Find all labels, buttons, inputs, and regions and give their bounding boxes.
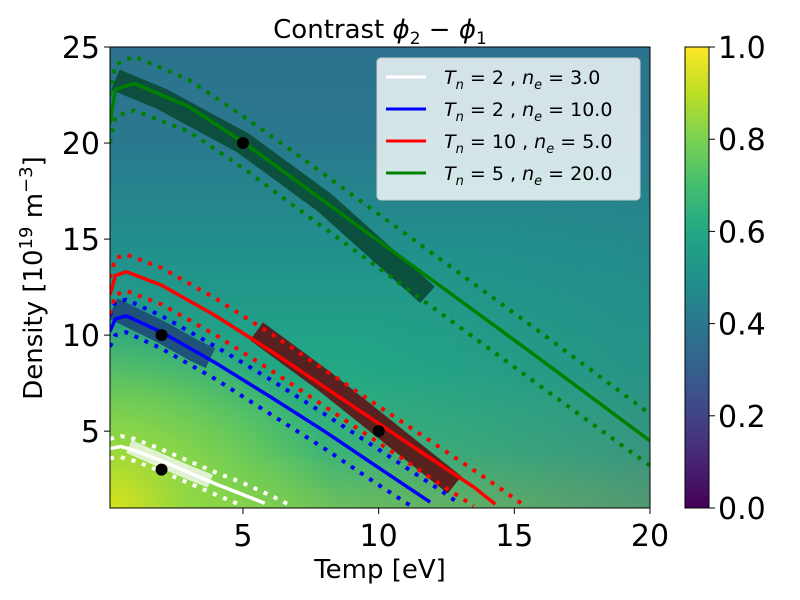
series-4-dotted-upper [110,54,650,416]
legend-label-2: Tn = 2 , ne = 10.0 [444,99,612,125]
colorbar-tick-label: 0.6 [718,215,766,250]
x-tick-label: 10 [360,519,398,554]
series-3-shaded-band [249,322,462,494]
legend: Tn = 2 , ne = 3.0 Tn = 2 , ne = 10.0 Tn = … [376,57,641,201]
y-tick-label: 20 [62,127,100,162]
series-3-reference-point [372,425,385,438]
series-4-solid-line [110,81,650,443]
series-3-solid-line [110,269,497,506]
series-curves [110,54,650,508]
colorbar: 0.0 0.2 0.4 0.6 0.8 1.0 [684,31,766,527]
series-2-reference-point [155,329,168,342]
legend-label-3: Tn = 10 , ne = 5.0 [444,131,612,157]
x-axis-label: Temp [eV] [313,555,446,585]
colorbar-tick-label: 0.2 [718,400,766,435]
colorbar-tick-label: 0.4 [718,308,766,343]
legend-label-4: Tn = 5 , ne = 20.0 [444,163,612,189]
series-1-reference-point [155,463,168,476]
x-tick-label: 15 [495,519,533,554]
y-tick-label: 15 [62,223,100,258]
x-axis-ticks: 5 10 15 20 [233,508,669,554]
colorbar-tick-label: 0.8 [718,123,766,158]
series-4-reference-point [236,137,249,150]
series-2-solid-line [110,314,432,504]
y-axis-label: Density [1019 m−3] [16,156,49,400]
series-1-solid-line [110,444,266,505]
series-2-dotted-lower [110,330,413,508]
y-tick-label: 5 [81,415,100,450]
plot-frame [109,46,651,509]
x-tick-label: 5 [233,519,252,554]
x-tick-label: 20 [631,519,669,554]
legend-label-1: Tn = 2 , ne = 3.0 [444,67,600,93]
y-axis-ticks: 5 10 15 20 25 [62,31,110,450]
series-1-dotted-lower [110,455,244,508]
colorbar-tick-label: 0.0 [718,492,766,527]
y-tick-label: 10 [62,319,100,354]
colorbar-tick-label: 1.0 [718,31,766,66]
y-tick-label: 25 [62,31,100,66]
reference-points [155,137,385,476]
series-3-dotted-lower [110,288,475,508]
chart-title: Contrast ϕ2 − ϕ1 [273,15,487,49]
